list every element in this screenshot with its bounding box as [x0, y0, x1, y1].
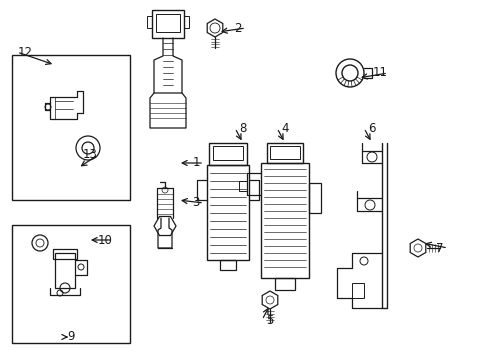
Bar — [152, 10, 183, 38]
Text: 13: 13 — [82, 148, 97, 162]
Bar — [12, 225, 130, 343]
Bar — [206, 165, 248, 260]
Text: 10: 10 — [98, 234, 112, 247]
Text: 1: 1 — [192, 157, 199, 170]
Bar — [208, 143, 246, 165]
Text: 12: 12 — [18, 45, 32, 58]
Text: 8: 8 — [239, 122, 246, 135]
Text: 9: 9 — [67, 330, 75, 343]
Text: 7: 7 — [435, 242, 443, 255]
Text: 5: 5 — [266, 314, 273, 327]
Text: 11: 11 — [372, 67, 386, 80]
Bar — [274, 278, 294, 290]
Bar — [156, 14, 180, 32]
Bar — [261, 163, 308, 278]
Bar — [308, 183, 320, 213]
Bar — [269, 146, 299, 159]
Bar — [351, 283, 363, 298]
Bar — [220, 260, 236, 270]
Bar — [183, 16, 189, 28]
Text: 2: 2 — [234, 22, 241, 35]
Bar — [53, 249, 77, 259]
Bar — [147, 16, 152, 28]
Bar — [213, 146, 243, 160]
Text: 6: 6 — [367, 122, 375, 135]
Bar — [266, 143, 303, 163]
Text: 4: 4 — [281, 122, 288, 135]
Bar — [55, 253, 75, 288]
Text: 3: 3 — [192, 197, 199, 210]
Bar — [12, 55, 130, 200]
